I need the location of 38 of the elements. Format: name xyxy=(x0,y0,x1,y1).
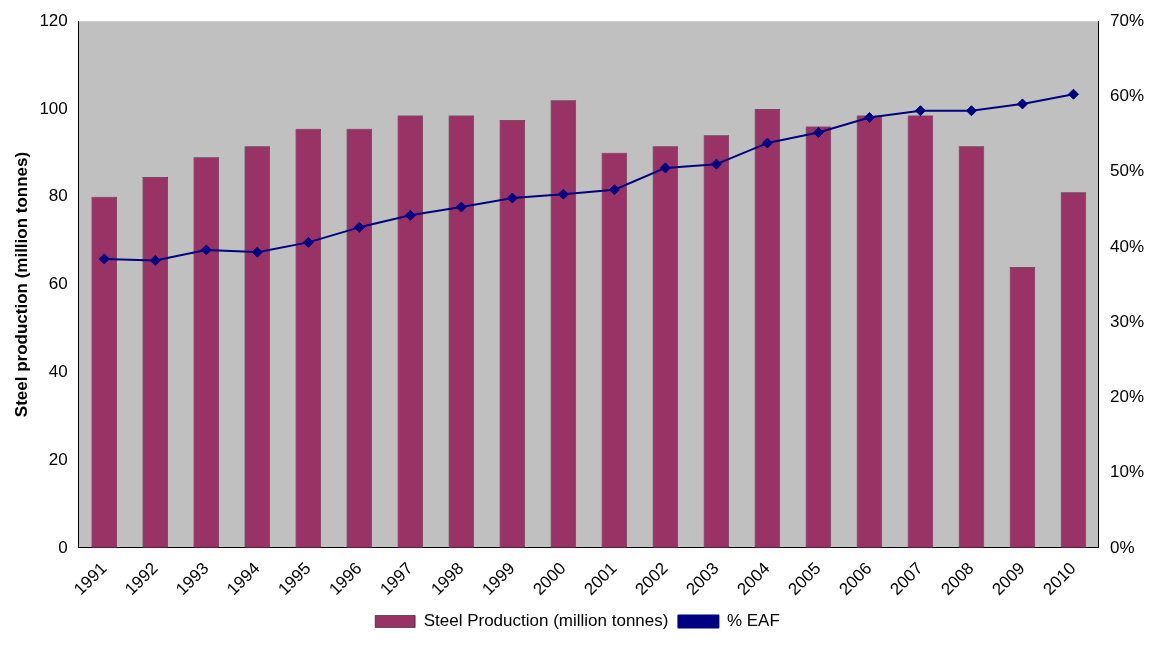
y2-tick-label: 60% xyxy=(1109,86,1145,106)
y-axis-title: Steel production (million tonnes) xyxy=(11,151,31,418)
y2-tick-label: 20% xyxy=(1109,387,1145,407)
point xyxy=(965,105,977,117)
point xyxy=(1016,98,1028,110)
y-tick-label: 20 xyxy=(48,449,68,469)
point xyxy=(455,201,467,213)
point xyxy=(149,254,161,266)
y2-tick-label: 10% xyxy=(1109,462,1145,482)
legend-label: % EAF xyxy=(726,611,780,631)
point xyxy=(404,209,416,221)
y-tick-label: 80 xyxy=(48,186,68,206)
point xyxy=(710,158,722,170)
point xyxy=(1067,88,1079,100)
y2-tick-label: 0% xyxy=(1109,537,1135,557)
legend-label: Steel Production (million tonnes) xyxy=(423,611,669,631)
point xyxy=(506,192,518,204)
point xyxy=(353,221,365,233)
y-tick-label: 100 xyxy=(39,98,68,118)
point xyxy=(608,184,620,196)
y-tick-label: 120 xyxy=(39,10,68,30)
y-tick-label: 40 xyxy=(48,361,68,381)
point xyxy=(761,137,773,149)
point xyxy=(302,236,314,248)
point xyxy=(659,162,671,174)
point xyxy=(251,246,263,258)
point xyxy=(98,253,110,265)
point xyxy=(200,244,212,256)
y2-tick-label: 70% xyxy=(1109,10,1145,30)
point xyxy=(812,127,824,139)
point xyxy=(557,188,569,200)
y2-tick-label: 30% xyxy=(1109,311,1145,331)
y2-tick-label: 50% xyxy=(1109,161,1145,181)
point xyxy=(863,112,875,123)
y2-tick-label: 40% xyxy=(1109,236,1145,256)
y-tick-label: 0 xyxy=(58,537,68,557)
point xyxy=(914,105,926,117)
y-tick-label: 60 xyxy=(48,274,68,294)
